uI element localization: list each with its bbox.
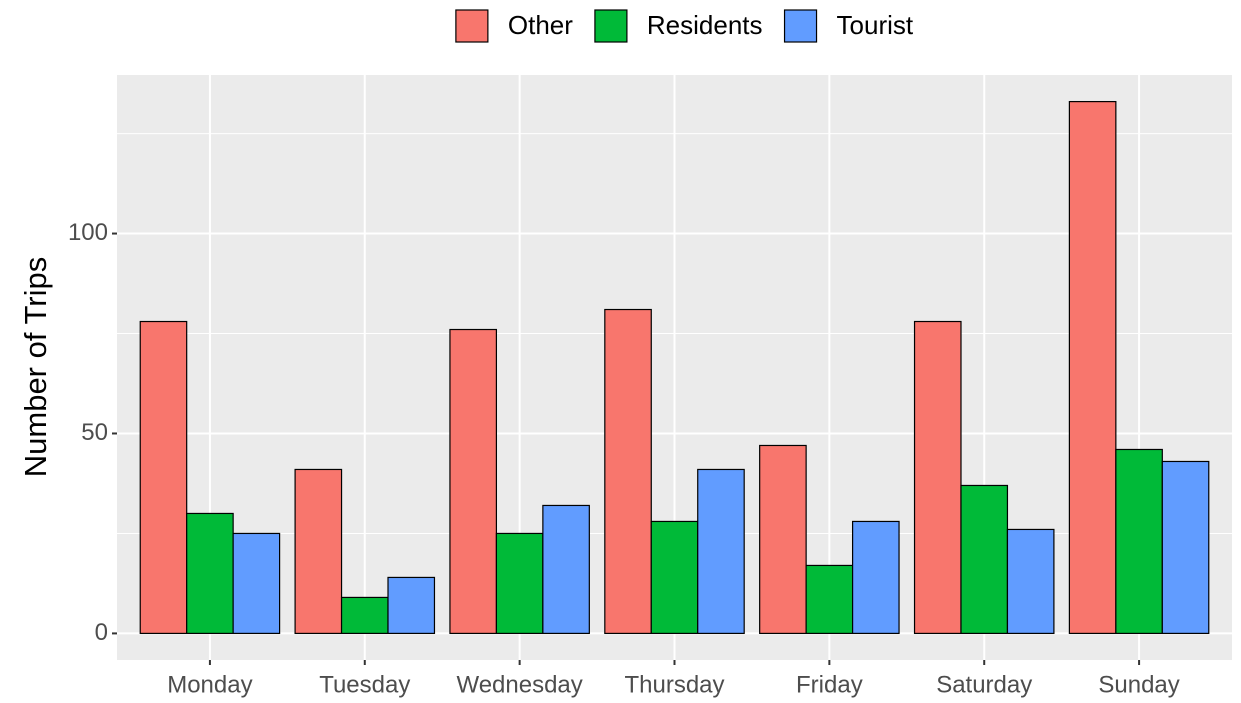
x-tick-label: Monday bbox=[167, 671, 252, 698]
bar bbox=[294, 468, 343, 635]
bar bbox=[805, 564, 854, 635]
x-tick-label: Thursday bbox=[624, 671, 724, 698]
bar bbox=[387, 576, 436, 635]
bar bbox=[232, 532, 281, 635]
bar bbox=[604, 308, 652, 635]
bar bbox=[913, 320, 962, 635]
x-tick-label: Friday bbox=[796, 671, 863, 698]
bar bbox=[1006, 528, 1055, 635]
bar bbox=[186, 512, 234, 635]
bar bbox=[960, 484, 1009, 635]
legend-label: Other bbox=[508, 10, 573, 40]
bar bbox=[759, 444, 807, 635]
bar bbox=[1115, 448, 1163, 635]
y-axis-title: Number of Trips bbox=[18, 257, 53, 478]
bar bbox=[1161, 460, 1210, 635]
bar bbox=[1068, 100, 1117, 635]
bar bbox=[449, 328, 498, 635]
legend-label: Tourist bbox=[837, 10, 914, 40]
y-tick-label: 0 bbox=[95, 619, 108, 646]
bar bbox=[650, 520, 699, 635]
bar bbox=[851, 520, 900, 635]
y-tick-label: 100 bbox=[68, 219, 108, 246]
x-tick-label: Tuesday bbox=[319, 671, 410, 698]
bar bbox=[542, 504, 590, 635]
legend-swatch bbox=[783, 9, 818, 43]
x-tick-label: Wednesday bbox=[456, 671, 582, 698]
x-tick-label: Sunday bbox=[1098, 671, 1179, 698]
x-tick-label: Saturday bbox=[936, 671, 1032, 698]
bar bbox=[495, 532, 544, 635]
y-tick-label: 50 bbox=[81, 419, 108, 446]
legend-label: Residents bbox=[647, 10, 763, 40]
bar bbox=[697, 468, 745, 635]
legend-swatch bbox=[594, 9, 628, 43]
bar bbox=[139, 320, 188, 635]
legend-swatch bbox=[455, 9, 489, 43]
bar bbox=[340, 596, 389, 635]
